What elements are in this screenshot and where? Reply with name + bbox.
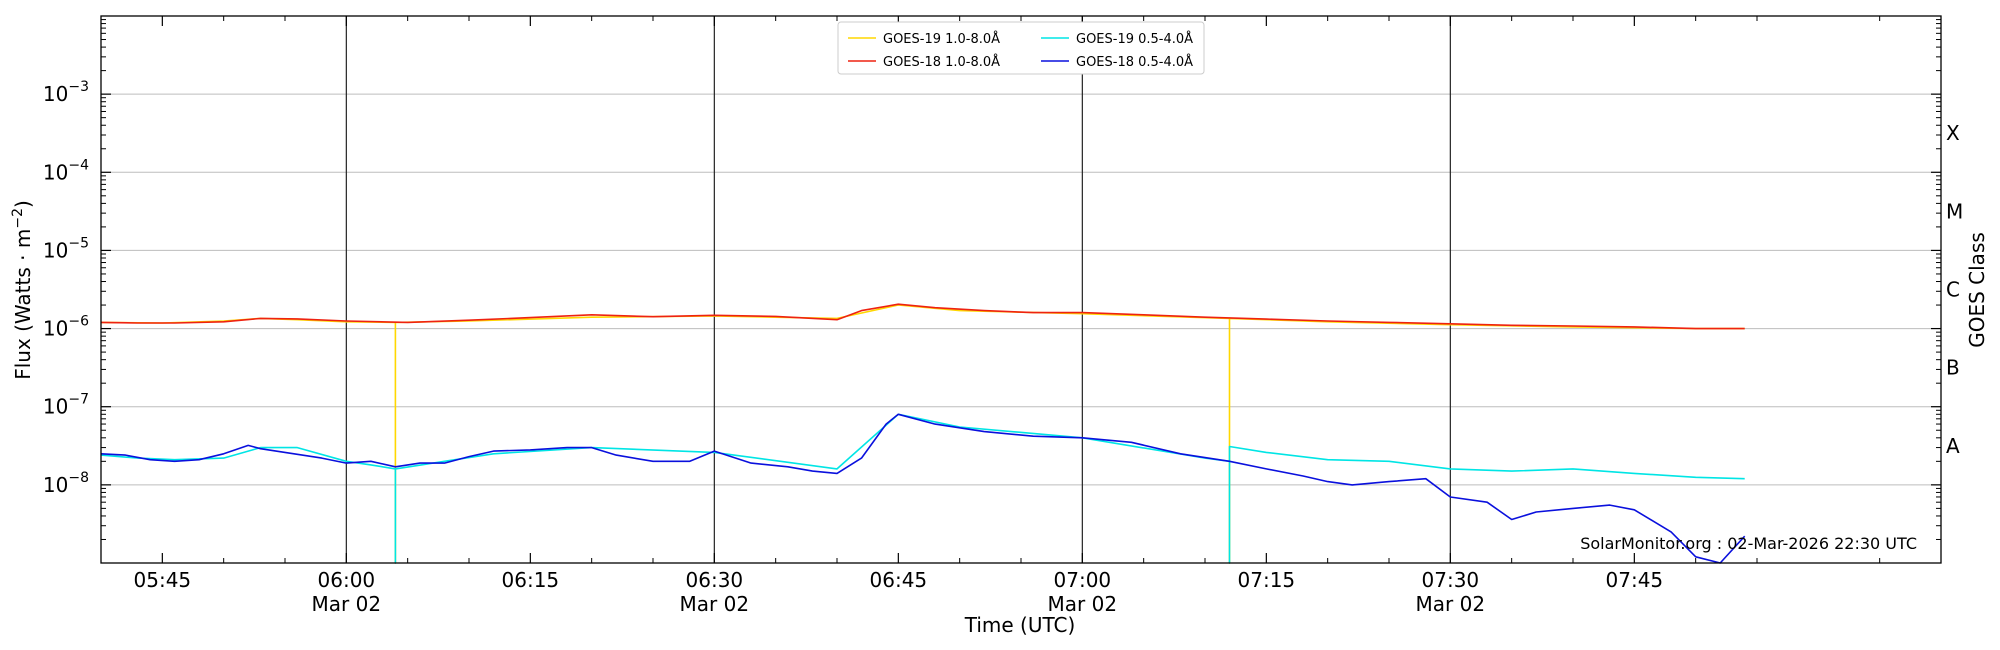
y-tick-label: 10−6 <box>43 314 89 341</box>
y-tick-base: 10 <box>43 317 68 341</box>
x-tick-label: 07:45 <box>1606 568 1664 592</box>
y-axis-title-exponent: −2 <box>10 208 26 229</box>
y-tick-base: 10 <box>43 238 68 262</box>
x-axis-title: Time (UTC) <box>964 613 1076 637</box>
x-tick-label: 07:15 <box>1238 568 1296 592</box>
x-tick-label: 06:15 <box>502 568 560 592</box>
y-tick-label: 10−7 <box>43 392 89 419</box>
legend-label: GOES-18 1.0-8.0Å <box>883 54 1000 70</box>
y-tick-labels: 10−310−410−510−610−710−8 <box>43 79 89 497</box>
y-tick-base: 10 <box>43 160 68 184</box>
x-tick-label: 07:30 <box>1422 568 1480 592</box>
goes-class-label: A <box>1946 434 1960 458</box>
y-tick-label: 10−5 <box>43 235 89 262</box>
x-tick-date-label: Mar 02 <box>680 592 750 616</box>
y-tick-exponent: −7 <box>68 392 89 408</box>
y-tick-label: 10−4 <box>43 157 89 184</box>
y-tick-exponent: −3 <box>68 79 89 95</box>
x-tick-label: 06:45 <box>870 568 928 592</box>
y-tick-base: 10 <box>43 473 68 497</box>
y-tick-base: 10 <box>43 395 68 419</box>
y-tick-label: 10−3 <box>43 79 89 106</box>
series-line-4 <box>100 413 1746 564</box>
goes-class-axis-title: GOES Class <box>1965 232 1989 348</box>
x-tick-label: 06:00 <box>318 568 376 592</box>
gridlines <box>101 93 1941 486</box>
series-line-2 <box>100 303 1745 330</box>
x-tick-date-label: Mar 02 <box>1416 592 1486 616</box>
x-tick-date-label: Mar 02 <box>312 592 382 616</box>
legend-label: GOES-19 0.5-4.0Å <box>1076 31 1193 47</box>
data-series <box>100 303 1746 564</box>
x-tick-label: 05:45 <box>134 568 192 592</box>
goes-class-labels: X M C B A <box>1946 121 1963 458</box>
goes-class-label: C <box>1946 278 1960 302</box>
y-tick-exponent: −4 <box>68 157 89 173</box>
axis-ticks <box>100 16 1942 563</box>
x-tick-label: 07:00 <box>1054 568 1112 592</box>
y-tick-base: 10 <box>43 82 68 106</box>
legend-box <box>837 21 1205 75</box>
series-line-3 <box>100 413 1745 564</box>
y-axis-title-close: ) <box>11 200 35 208</box>
legend-label: GOES-19 1.0-8.0Å <box>883 31 1000 47</box>
y-tick-label: 10−8 <box>43 470 89 497</box>
credit-text: SolarMonitor.org : 02-Mar-2026 22:30 UTC <box>1580 534 1917 553</box>
day-boundary-lines <box>345 16 1451 563</box>
goes-class-label: M <box>1946 199 1963 223</box>
y-axis-title: Flux (Watts · m−2) <box>10 200 35 380</box>
legend-label: GOES-18 0.5-4.0Å <box>1076 54 1193 70</box>
x-tick-date-label: Mar 02 <box>1048 592 1118 616</box>
legend: GOES-19 1.0-8.0Å GOES-18 1.0-8.0Å GOES-19 … <box>837 21 1205 75</box>
y-tick-exponent: −5 <box>68 235 89 251</box>
x-tick-label: 06:30 <box>686 568 744 592</box>
goes-class-label: X <box>1946 121 1960 145</box>
y-tick-exponent: −6 <box>68 314 89 330</box>
y-axis-title-main: Flux (Watts · m <box>11 229 35 380</box>
y-tick-exponent: −8 <box>68 470 89 486</box>
goes-class-label: B <box>1946 356 1960 380</box>
